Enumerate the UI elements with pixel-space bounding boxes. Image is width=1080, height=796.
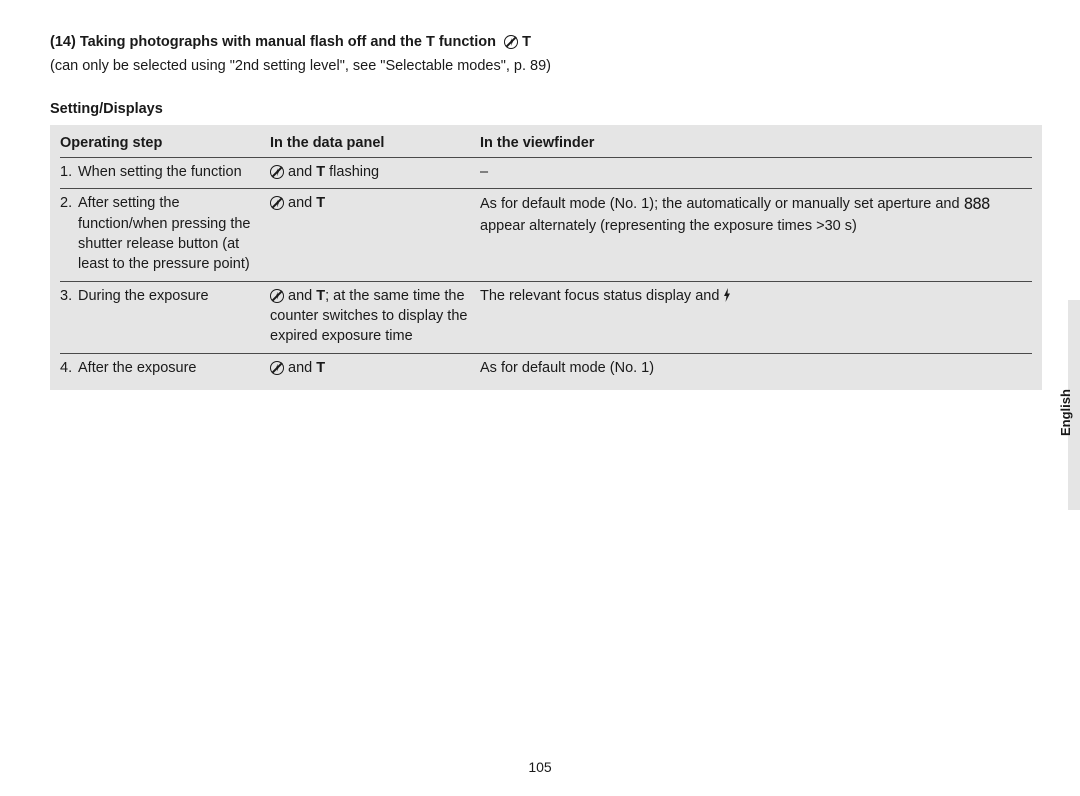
- step-text: After the exposure: [78, 358, 262, 378]
- step-text: During the exposure: [78, 286, 262, 306]
- header-operating-step: Operating step: [60, 133, 270, 153]
- flash-bolt-icon: [723, 288, 731, 302]
- panel-after: flashing: [325, 164, 379, 180]
- table-row: 4.After the exposure and T As for defaul…: [60, 354, 1032, 384]
- manual-page: (14) Taking photographs with manual flas…: [0, 0, 1080, 796]
- viewfinder-cell: As for default mode (No. 1); the automat…: [480, 193, 1032, 274]
- data-panel-cell: and T: [270, 358, 480, 378]
- seg-888-icon: 888: [964, 194, 990, 213]
- flash-off-icon: [270, 165, 284, 179]
- table-header-row: Operating step In the data panel In the …: [60, 131, 1032, 158]
- table-row: 2.After setting the function/when pressi…: [60, 189, 1032, 281]
- panel-text: and: [284, 195, 316, 211]
- table-row: 3.During the exposure and T; at the same…: [60, 282, 1032, 354]
- header-viewfinder: In the viewfinder: [480, 133, 1032, 153]
- flash-off-icon: [270, 289, 284, 303]
- table-row: 1.When setting the function and T flashi…: [60, 158, 1032, 189]
- flash-off-icon: [500, 34, 522, 50]
- flash-off-icon: [270, 361, 284, 375]
- view-text: As for default mode (No. 1): [480, 360, 654, 376]
- operating-step-cell: 2.After setting the function/when pressi…: [60, 193, 270, 274]
- viewfinder-cell: –: [480, 162, 1032, 182]
- language-label: English: [1057, 389, 1075, 436]
- panel-t: T: [316, 288, 325, 304]
- settings-table: Operating step In the data panel In the …: [50, 125, 1042, 390]
- step-number: 3.: [60, 286, 78, 306]
- operating-step-cell: 1.When setting the function: [60, 162, 270, 182]
- header-data-panel: In the data panel: [270, 133, 480, 153]
- step-text: When setting the function: [78, 162, 262, 182]
- data-panel-cell: and T flashing: [270, 162, 480, 182]
- step-number: 4.: [60, 358, 78, 378]
- operating-step-cell: 3.During the exposure: [60, 286, 270, 347]
- section-title: (14) Taking photographs with manual flas…: [50, 32, 1042, 52]
- step-number: 1.: [60, 162, 78, 182]
- title-suffix: T: [522, 34, 531, 50]
- view-before: The relevant focus status display and: [480, 288, 723, 304]
- viewfinder-cell: As for default mode (No. 1): [480, 358, 1032, 378]
- view-after: appear alternately (representing the exp…: [480, 218, 857, 234]
- section-heading: Setting/Displays: [50, 99, 1042, 119]
- panel-t: T: [316, 360, 325, 376]
- page-number: 105: [0, 758, 1080, 778]
- subtitle-text: (can only be selected using "2nd setting…: [50, 56, 1042, 76]
- title-text: (14) Taking photographs with manual flas…: [50, 34, 496, 50]
- step-text: After setting the function/when pressing…: [78, 193, 262, 274]
- panel-text: and: [284, 360, 316, 376]
- flash-off-icon: [270, 196, 284, 210]
- panel-t: T: [316, 195, 325, 211]
- data-panel-cell: and T; at the same time the counter swit…: [270, 286, 480, 347]
- step-number: 2.: [60, 193, 78, 213]
- viewfinder-cell: The relevant focus status display and: [480, 286, 1032, 347]
- panel-text: and: [284, 164, 316, 180]
- view-before: As for default mode (No. 1); the automat…: [480, 196, 964, 212]
- data-panel-cell: and T: [270, 193, 480, 274]
- panel-text: and: [284, 288, 316, 304]
- operating-step-cell: 4.After the exposure: [60, 358, 270, 378]
- panel-t: T: [316, 164, 325, 180]
- view-text: –: [480, 164, 488, 180]
